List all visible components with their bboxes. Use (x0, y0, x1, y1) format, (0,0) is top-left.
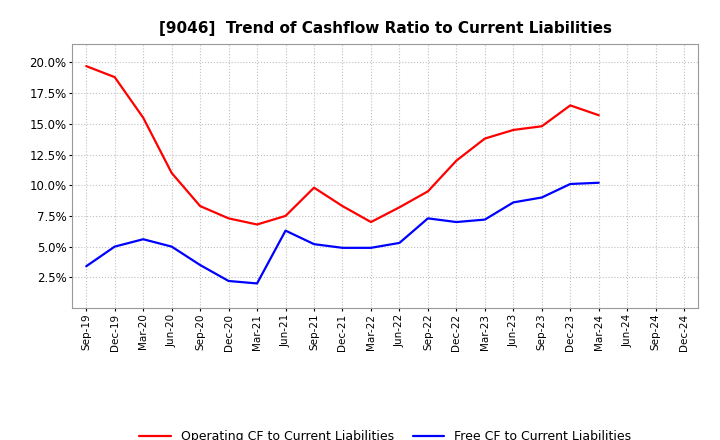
Operating CF to Current Liabilities (139, 115, 148, 120)
Operating CF to Current Liabilities (196, 203, 204, 209)
Legend: Operating CF to Current Liabilities, Free CF to Current Liabilities: Operating CF to Current Liabilities, Fre… (135, 425, 636, 440)
Free CF to Current Liabilities (566, 181, 575, 187)
Free CF to Current Liabilities (452, 220, 461, 225)
Free CF to Current Liabilities (537, 195, 546, 200)
Operating CF to Current Liabilities (566, 103, 575, 108)
Free CF to Current Liabilities (366, 245, 375, 250)
Operating CF to Current Liabilities (253, 222, 261, 227)
Line: Operating CF to Current Liabilities: Operating CF to Current Liabilities (86, 66, 599, 224)
Free CF to Current Liabilities (480, 217, 489, 222)
Free CF to Current Liabilities (253, 281, 261, 286)
Operating CF to Current Liabilities (480, 136, 489, 141)
Free CF to Current Liabilities (423, 216, 432, 221)
Operating CF to Current Liabilities (395, 205, 404, 210)
Operating CF to Current Liabilities (366, 220, 375, 225)
Operating CF to Current Liabilities (82, 63, 91, 69)
Free CF to Current Liabilities (225, 279, 233, 284)
Operating CF to Current Liabilities (452, 158, 461, 163)
Free CF to Current Liabilities (509, 200, 518, 205)
Operating CF to Current Liabilities (423, 189, 432, 194)
Free CF to Current Liabilities (282, 228, 290, 233)
Operating CF to Current Liabilities (167, 170, 176, 176)
Free CF to Current Liabilities (310, 242, 318, 247)
Operating CF to Current Liabilities (110, 74, 119, 80)
Free CF to Current Liabilities (395, 240, 404, 246)
Operating CF to Current Liabilities (537, 124, 546, 129)
Operating CF to Current Liabilities (310, 185, 318, 191)
Free CF to Current Liabilities (167, 244, 176, 249)
Free CF to Current Liabilities (82, 264, 91, 269)
Free CF to Current Liabilities (338, 245, 347, 250)
Operating CF to Current Liabilities (225, 216, 233, 221)
Operating CF to Current Liabilities (282, 213, 290, 219)
Operating CF to Current Liabilities (595, 113, 603, 118)
Free CF to Current Liabilities (110, 244, 119, 249)
Title: [9046]  Trend of Cashflow Ratio to Current Liabilities: [9046] Trend of Cashflow Ratio to Curren… (158, 21, 612, 36)
Free CF to Current Liabilities (139, 237, 148, 242)
Operating CF to Current Liabilities (338, 203, 347, 209)
Operating CF to Current Liabilities (509, 127, 518, 132)
Line: Free CF to Current Liabilities: Free CF to Current Liabilities (86, 183, 599, 283)
Free CF to Current Liabilities (196, 262, 204, 268)
Free CF to Current Liabilities (595, 180, 603, 185)
